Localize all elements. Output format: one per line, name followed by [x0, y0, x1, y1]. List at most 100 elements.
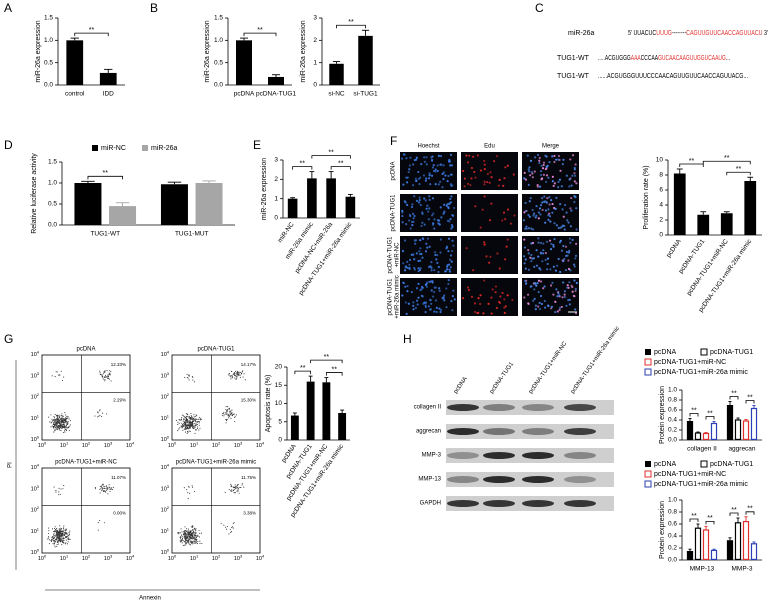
cell: [406, 260, 409, 263]
event: [53, 419, 55, 421]
cell: [524, 209, 528, 213]
cell: [551, 155, 554, 158]
y-tick-label: 0.5: [44, 59, 53, 66]
y-axis-label: miR-26a expression: [300, 20, 307, 82]
event: [53, 486, 55, 488]
panel-letter: F: [390, 134, 397, 148]
event: [65, 420, 67, 422]
cell: [562, 281, 565, 284]
event: [185, 530, 187, 532]
cell: [463, 185, 466, 188]
bar: [290, 415, 299, 440]
event: [187, 528, 189, 530]
cell: [429, 299, 432, 302]
cell: [477, 297, 480, 300]
event: [53, 421, 55, 423]
cell: [562, 260, 565, 263]
cell: [537, 290, 540, 294]
cell: [441, 172, 444, 175]
event: [64, 532, 66, 534]
event: [228, 488, 230, 491]
event: [188, 379, 190, 381]
tick-exponent: 0: [167, 435, 170, 440]
lane-label: pcDNA: [453, 376, 469, 395]
cell: [527, 168, 530, 171]
cell: [472, 269, 475, 272]
cell: [558, 308, 561, 312]
event: [186, 416, 188, 418]
cell: [416, 303, 419, 306]
event: [230, 411, 232, 413]
event: [189, 423, 191, 426]
cell: [546, 257, 550, 260]
event: [198, 530, 200, 532]
event: [65, 542, 67, 544]
event: [186, 422, 188, 424]
flow-tick-label: 103: [31, 484, 40, 493]
micrograph: [400, 194, 457, 232]
cell: [469, 183, 472, 187]
event: [227, 408, 229, 411]
cell: [413, 214, 416, 218]
blot-band: [483, 428, 515, 435]
event: [180, 540, 182, 542]
event: [193, 381, 195, 383]
bar: [236, 40, 252, 85]
blot-band: [564, 404, 596, 411]
significance-bracket: [705, 521, 715, 525]
cell: [449, 164, 452, 167]
cell: [486, 180, 489, 184]
quadrant-value: 0.00%: [113, 511, 126, 516]
cell: [406, 290, 409, 293]
event: [57, 532, 59, 534]
bar: [702, 529, 710, 560]
cell: [440, 163, 443, 166]
cell: [447, 282, 450, 286]
event: [55, 530, 57, 532]
event: [108, 484, 110, 486]
event: [237, 490, 239, 492]
event: [239, 374, 241, 376]
bar: [306, 381, 315, 440]
x-tick-label: MMP-13: [690, 566, 715, 573]
event: [183, 534, 185, 536]
event: [65, 528, 67, 530]
event: [58, 494, 60, 496]
cell: [496, 252, 499, 255]
blot-band: [564, 500, 596, 507]
event: [103, 487, 105, 489]
sequence-segment: 3': [763, 30, 768, 37]
bar: [686, 551, 694, 560]
cell: [442, 164, 445, 167]
tick-base: 10: [38, 556, 44, 562]
cell: [559, 202, 562, 206]
y-tick-label: 20: [275, 364, 283, 371]
cell: [535, 264, 539, 267]
cell: [567, 251, 571, 254]
legend-label: pcDNA-TUG1: [710, 461, 753, 468]
cell: [406, 266, 409, 269]
event: [56, 414, 58, 416]
event: [230, 414, 232, 416]
cell: [483, 159, 486, 163]
cell: [543, 306, 547, 309]
event: [56, 535, 58, 537]
event: [193, 529, 195, 531]
event: [66, 421, 68, 423]
cell: [418, 198, 421, 202]
y-tick-label: 0.0: [668, 557, 677, 564]
cell: [530, 242, 533, 245]
cell: [558, 178, 562, 181]
tick-base: 10: [31, 374, 37, 380]
bar: [742, 520, 750, 560]
event: [51, 539, 53, 541]
event: [62, 431, 65, 434]
cell: [429, 183, 432, 186]
event: [191, 529, 193, 531]
event: [242, 376, 244, 378]
event: [177, 421, 179, 423]
cell: [450, 227, 453, 230]
cell: [503, 177, 506, 180]
tick-exponent: 1: [196, 441, 199, 446]
event: [179, 540, 181, 542]
